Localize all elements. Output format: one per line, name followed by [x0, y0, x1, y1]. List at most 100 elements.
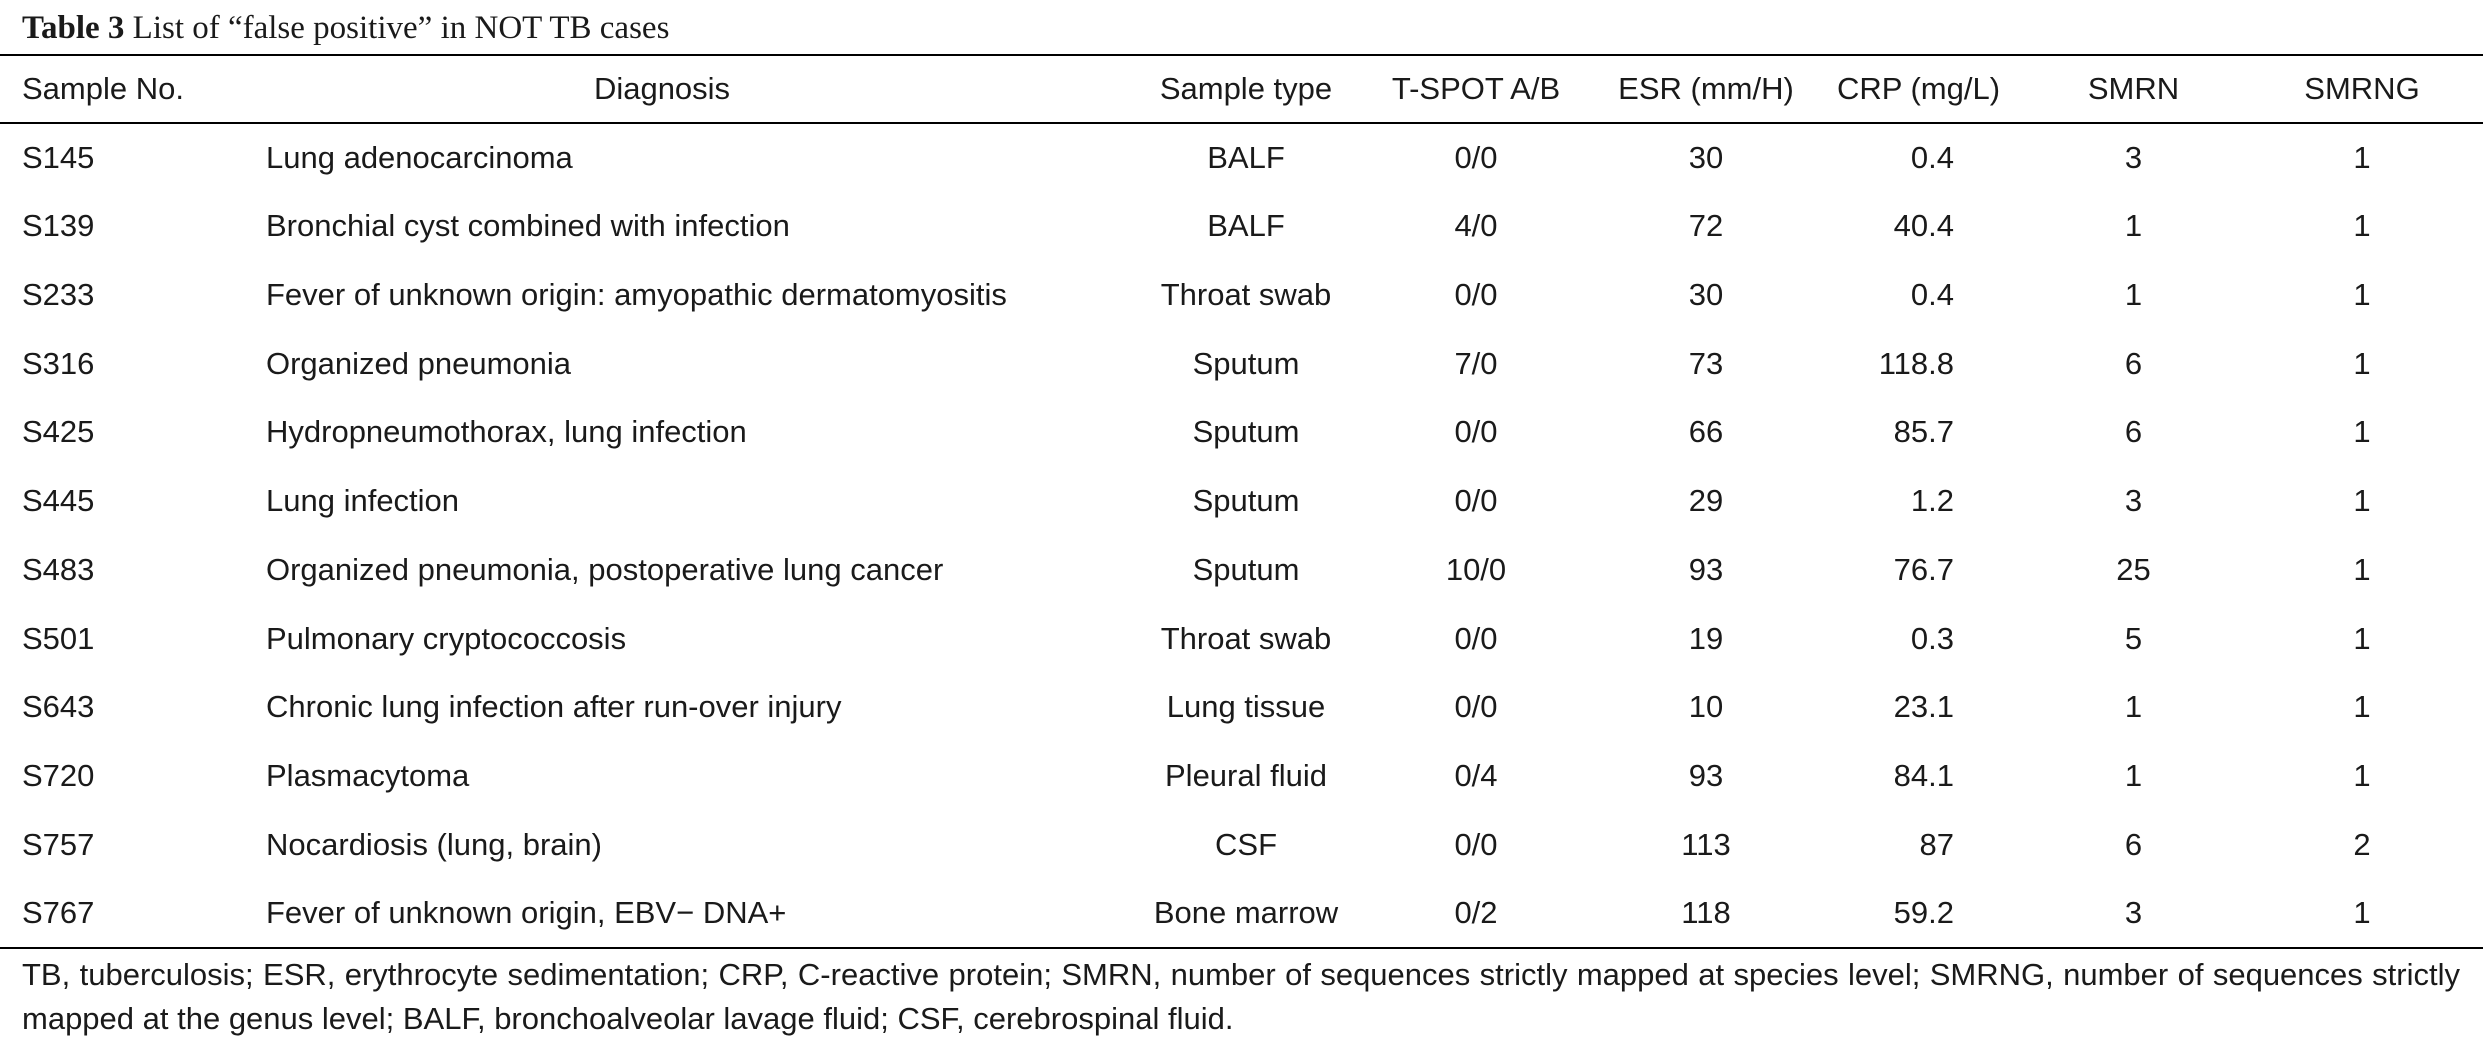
table-row: S720 Plasmacytoma Pleural fluid 0/4 93 84.1 1 1: [0, 742, 2483, 811]
table-row: S425 Hydropneumothorax, lung infection Spu…: [0, 398, 2483, 467]
cell-t-spot: 0/0: [1454, 620, 1498, 656]
cell-crp: 84.1: [1893, 758, 1954, 794]
cell-t-spot: 0/0: [1454, 826, 1498, 862]
cell-smrng: 1: [2353, 345, 2371, 381]
cell-esr: 73: [1688, 345, 1724, 381]
cell-smrng: 1: [2353, 139, 2371, 175]
cell-esr: 118: [1601, 879, 1811, 949]
cell-diagnosis: Hydropneumothorax, lung infection: [266, 414, 747, 450]
cell-t-spot: 0/0: [1454, 483, 1498, 519]
cell-t-spot: 0/2: [1351, 879, 1601, 949]
cell-diagnosis: Bronchial cyst combined with infection: [266, 208, 790, 244]
cell-crp: 0.3: [1910, 620, 1954, 656]
cell-smrn: 6: [2124, 345, 2143, 381]
cell-diagnosis: Fever of unknown origin, EBV− DNA+: [243, 879, 1141, 949]
cell-sample-type: Sputum: [1192, 483, 1300, 519]
header-row: Sample No. Diagnosis Sample type T-SPOT …: [0, 54, 2483, 124]
cell-sample-type: Sputum: [1192, 414, 1300, 450]
data-table: Sample No. Diagnosis Sample type T-SPOT …: [0, 54, 2483, 949]
cell-crp: 0.4: [1910, 276, 1954, 312]
cell-t-spot: 7/0: [1454, 345, 1498, 381]
header-smrng: SMRNG: [2241, 54, 2483, 124]
table-row: S139 Bronchial cyst combined with infecti…: [0, 192, 2483, 261]
cell-smrn: 1: [2124, 208, 2143, 244]
cell-sample-type: Throat swab: [1160, 620, 1332, 656]
cell-sample-type: Pleural fluid: [1165, 758, 1327, 794]
cell-smrn: 6: [2124, 414, 2143, 450]
cell-t-spot: 0/4: [1454, 758, 1498, 794]
cell-sample-type: Sputum: [1192, 551, 1300, 587]
cell-smrng: 1: [2353, 551, 2371, 587]
table-row: S767 Fever of unknown origin, EBV− DNA+ Bo…: [0, 879, 2483, 949]
cell-crp: 76.7: [1893, 551, 1954, 587]
cell-t-spot: 0/0: [1454, 276, 1498, 312]
cell-esr: 72: [1688, 208, 1724, 244]
cell-smrng: 1: [2241, 879, 2483, 949]
cell-diagnosis: Lung infection: [266, 483, 460, 519]
cell-diagnosis: Plasmacytoma: [266, 758, 470, 794]
cell-esr: 29: [1688, 483, 1724, 519]
header-smrn: SMRN: [2026, 54, 2241, 124]
cell-diagnosis: Pulmonary cryptococcosis: [266, 620, 627, 656]
cell-crp: 85.7: [1893, 414, 1954, 450]
table-row: S233 Fever of unknown origin: amyopathic …: [0, 261, 2483, 330]
cell-sample-type: BALF: [1207, 208, 1285, 244]
cell-smrng: 1: [2353, 276, 2371, 312]
header-diagnosis: Diagnosis: [243, 54, 1141, 124]
cell-sample-no: S767: [0, 879, 243, 949]
cell-sample-no: S757: [22, 826, 95, 862]
cell-t-spot: 0/0: [1454, 414, 1498, 450]
cell-smrn: 1: [2124, 276, 2143, 312]
table-caption: Table 3 List of “false positive” in NOT …: [22, 6, 669, 50]
cell-diagnosis: Fever of unknown origin: amyopathic derm…: [266, 276, 1007, 312]
cell-smrn: 25: [2116, 551, 2151, 587]
cell-crp: 87: [1919, 826, 1954, 862]
cell-sample-type: BALF: [1207, 139, 1285, 175]
cell-t-spot: 4/0: [1454, 208, 1498, 244]
cell-smrng: 2: [2353, 826, 2371, 862]
header-sample-no: Sample No.: [0, 54, 243, 124]
cell-sample-no: S425: [22, 414, 95, 450]
cell-diagnosis: Organized pneumonia: [266, 345, 572, 381]
cell-t-spot: 0/0: [1454, 139, 1498, 175]
cell-sample-no: S316: [22, 345, 95, 381]
cell-smrng: 1: [2353, 208, 2371, 244]
cell-crp: 118.8: [1878, 345, 1954, 381]
cell-sample-type: Sputum: [1192, 345, 1300, 381]
cell-sample-type: Bone marrow: [1141, 879, 1351, 949]
table-caption-label: Table 3: [22, 10, 125, 46]
cell-t-spot: 10/0: [1445, 551, 1507, 587]
cell-sample-no: S643: [22, 689, 95, 725]
table-row: S483 Organized pneumonia, postoperative l…: [0, 536, 2483, 605]
table-row: S445 Lung infection Sputum 0/0 29 1.2 3 1: [0, 467, 2483, 536]
cell-sample-no: S720: [22, 758, 95, 794]
cell-smrn: 3: [2026, 879, 2241, 949]
cell-diagnosis: Chronic lung infection after run-over in…: [266, 689, 842, 725]
cell-smrng: 1: [2353, 483, 2371, 519]
header-crp: CRP (mg/L): [1811, 54, 2026, 124]
table-row: S501 Pulmonary cryptococcosis Throat swab 0…: [0, 604, 2483, 673]
cell-crp: 23.1: [1893, 689, 1954, 725]
table-caption-text: List of “false positive” in NOT TB cases: [132, 10, 670, 46]
cell-crp: 1.2: [1910, 483, 1954, 519]
cell-smrn: 1: [2124, 689, 2143, 725]
cell-sample-no: S139: [22, 208, 95, 244]
cell-sample-no: S233: [22, 276, 95, 312]
table-row: S145 Lung adenocarcinoma BALF 0/0 30 0.4 3 1: [0, 123, 2483, 192]
header-t-spot: T-SPOT A/B: [1351, 54, 1601, 124]
cell-crp: 59.2: [1811, 879, 2026, 949]
cell-esr: 93: [1688, 758, 1724, 794]
table-row: S757 Nocardiosis (lung, brain) CSF 0/0 113 87…: [0, 811, 2483, 880]
table-footnote: TB, tuberculosis; ESR, erythrocyte sedim…: [22, 957, 2460, 1036]
cell-diagnosis: Nocardiosis (lung, brain): [266, 826, 602, 862]
cell-smrng: 1: [2353, 414, 2371, 450]
cell-smrng: 1: [2353, 689, 2371, 725]
cell-esr: 66: [1688, 414, 1724, 450]
cell-smrn: 6: [2124, 826, 2143, 862]
cell-smrn: 5: [2124, 620, 2143, 656]
cell-sample-no: S483: [22, 551, 95, 587]
table-row: S316 Organized pneumonia Sputum 7/0 73 118.8 6…: [0, 329, 2483, 398]
cell-t-spot: 0/0: [1454, 689, 1498, 725]
table-body: S145 Lung adenocarcinoma BALF 0/0 30 0.4 3 1 S13…: [0, 123, 2483, 949]
